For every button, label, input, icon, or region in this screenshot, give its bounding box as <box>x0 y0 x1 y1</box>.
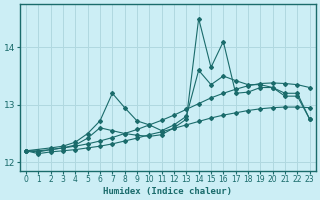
X-axis label: Humidex (Indice chaleur): Humidex (Indice chaleur) <box>103 187 232 196</box>
